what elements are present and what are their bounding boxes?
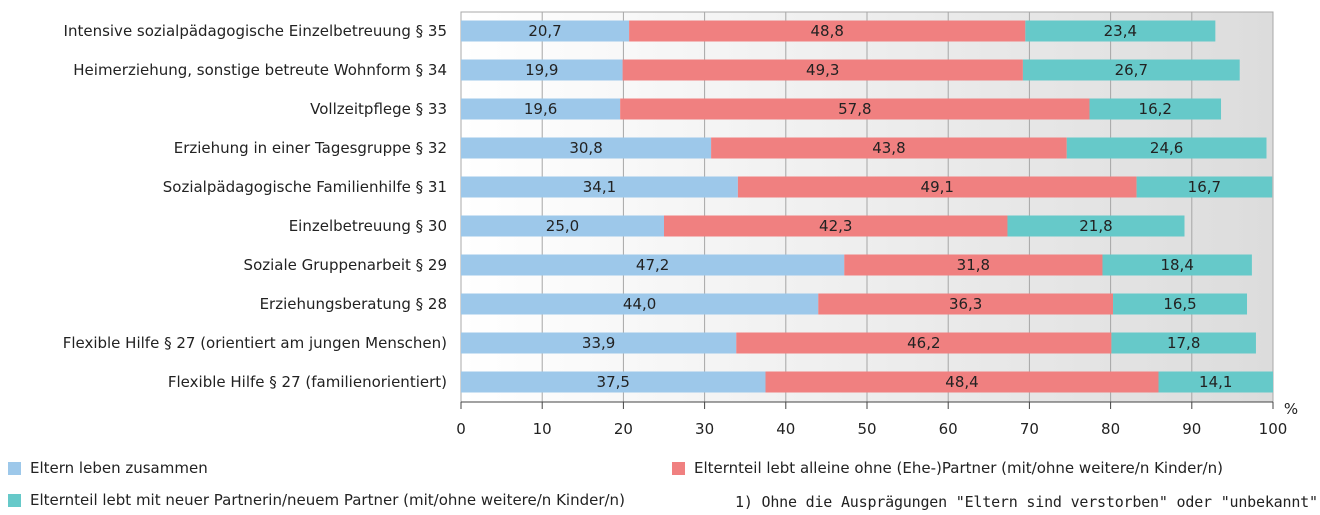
data-label: 43,8	[872, 139, 905, 157]
x-tick-label: 50	[857, 420, 876, 438]
legend-swatch-red	[672, 461, 685, 475]
data-label: 49,3	[806, 61, 839, 79]
category-label: Flexible Hilfe § 27 (orientiert am junge…	[63, 334, 447, 352]
x-tick-label: 70	[1020, 420, 1039, 438]
x-tick-label: 40	[776, 420, 795, 438]
legend-item-elternteil-alleine: Elternteil lebt alleine ohne (Ehe-)Partn…	[672, 459, 1223, 477]
data-label: 26,7	[1115, 61, 1148, 79]
bar-segment	[1111, 332, 1256, 354]
bar-segment	[765, 371, 1159, 393]
legend-swatch-blue	[8, 461, 21, 475]
category-label: Flexible Hilfe § 27 (familienorientiert)	[168, 373, 447, 391]
bar-segment	[1022, 59, 1240, 81]
bar-segment	[1113, 293, 1248, 315]
data-label: 23,4	[1104, 22, 1137, 40]
data-label: 30,8	[569, 139, 602, 157]
bar-segment	[1158, 371, 1273, 393]
bar-segment	[461, 176, 738, 198]
x-tick-label: 100	[1259, 420, 1288, 438]
bars: 20,7 48,8 23,4 19,9 49,3 26,7 19,6 57,8 16,2 30,8…	[461, 20, 1273, 393]
bar-segment	[461, 293, 819, 315]
bar-segment	[461, 20, 630, 42]
data-label: 57,8	[838, 100, 871, 118]
data-label: 25,0	[546, 217, 579, 235]
data-label: 24,6	[1150, 139, 1183, 157]
x-axis: 0 10 20 30 40 50 60 70 80 90 100%	[456, 400, 1298, 438]
category-label: Soziale Gruppenarbeit § 29	[244, 256, 447, 274]
data-label: 19,9	[525, 61, 558, 79]
bar-segment	[622, 59, 1023, 81]
data-label: 48,8	[811, 22, 844, 40]
legend-item-eltern-zusammen: Eltern leben zusammen	[8, 459, 208, 477]
data-label: 21,8	[1079, 217, 1112, 235]
data-label: 16,2	[1139, 100, 1172, 118]
data-label: 34,1	[583, 178, 616, 196]
bar-segment	[461, 254, 845, 276]
legend-label: Elternteil lebt mit neuer Partnerin/neue…	[30, 491, 625, 509]
bar-segment	[1089, 98, 1222, 120]
category-labels: Intensive sozialpädagogische Einzelbetre…	[63, 22, 447, 391]
bar-segment	[629, 20, 1026, 42]
legend-item-elternteil-partner: Elternteil lebt mit neuer Partnerin/neue…	[8, 491, 625, 509]
data-label: 36,3	[949, 295, 982, 313]
data-label: 31,8	[957, 256, 990, 274]
bar-segment	[461, 332, 737, 354]
bar-segment	[461, 98, 621, 120]
data-label: 44,0	[623, 295, 656, 313]
x-tick-label: 60	[939, 420, 958, 438]
bar-segment	[1102, 254, 1252, 276]
bar-segment	[844, 254, 1103, 276]
data-label: 18,4	[1160, 256, 1193, 274]
data-label: 16,5	[1163, 295, 1196, 313]
bar-segment	[1066, 137, 1267, 159]
legend-label: Eltern leben zusammen	[30, 459, 208, 477]
bar-segment	[818, 293, 1114, 315]
x-tick-label: 10	[533, 420, 552, 438]
bar-segment	[1025, 20, 1216, 42]
data-label: 14,1	[1199, 373, 1232, 391]
data-label: 20,7	[528, 22, 561, 40]
category-label: Sozialpädagogische Familienhilfe § 31	[163, 178, 447, 196]
x-tick-label: 90	[1182, 420, 1201, 438]
bar-segment	[1136, 176, 1273, 198]
bar-segment	[620, 98, 1090, 120]
bar-segment	[461, 371, 766, 393]
x-tick-label: 30	[695, 420, 714, 438]
bar-segment	[664, 215, 1008, 237]
bar-segment	[461, 137, 712, 159]
data-label: 17,8	[1167, 334, 1200, 352]
x-tick-label: 80	[1101, 420, 1120, 438]
category-label: Heimerziehung, sonstige betreute Wohnfor…	[73, 61, 447, 79]
x-unit-label: %	[1284, 400, 1298, 418]
category-label: Vollzeitpflege § 33	[310, 100, 447, 118]
data-label: 33,9	[582, 334, 615, 352]
data-label: 49,1	[921, 178, 954, 196]
data-label: 47,2	[636, 256, 669, 274]
category-label: Erziehungsberatung § 28	[260, 295, 447, 313]
data-label: 16,7	[1188, 178, 1221, 196]
footnote: 1) Ohne die Ausprägungen "Eltern sind ve…	[735, 493, 1320, 511]
x-tick-label: 0	[456, 420, 466, 438]
bar-segment	[736, 332, 1112, 354]
data-label: 46,2	[907, 334, 940, 352]
legend-swatch-teal	[8, 493, 21, 507]
category-label: Intensive sozialpädagogische Einzelbetre…	[64, 22, 447, 40]
category-label: Erziehung in einer Tagesgruppe § 32	[174, 139, 447, 157]
bar-segment	[461, 59, 623, 81]
x-tick-label: 20	[614, 420, 633, 438]
bar-segment	[711, 137, 1067, 159]
data-label: 19,6	[524, 100, 557, 118]
data-label: 42,3	[819, 217, 852, 235]
bar-segment	[1007, 215, 1185, 237]
bar-segment	[737, 176, 1137, 198]
category-label: Einzelbetreuung § 30	[289, 217, 447, 235]
legend-label: Elternteil lebt alleine ohne (Ehe-)Partn…	[694, 459, 1223, 477]
data-label: 48,4	[945, 373, 978, 391]
data-label: 37,5	[597, 373, 630, 391]
bar-segment	[461, 215, 664, 237]
